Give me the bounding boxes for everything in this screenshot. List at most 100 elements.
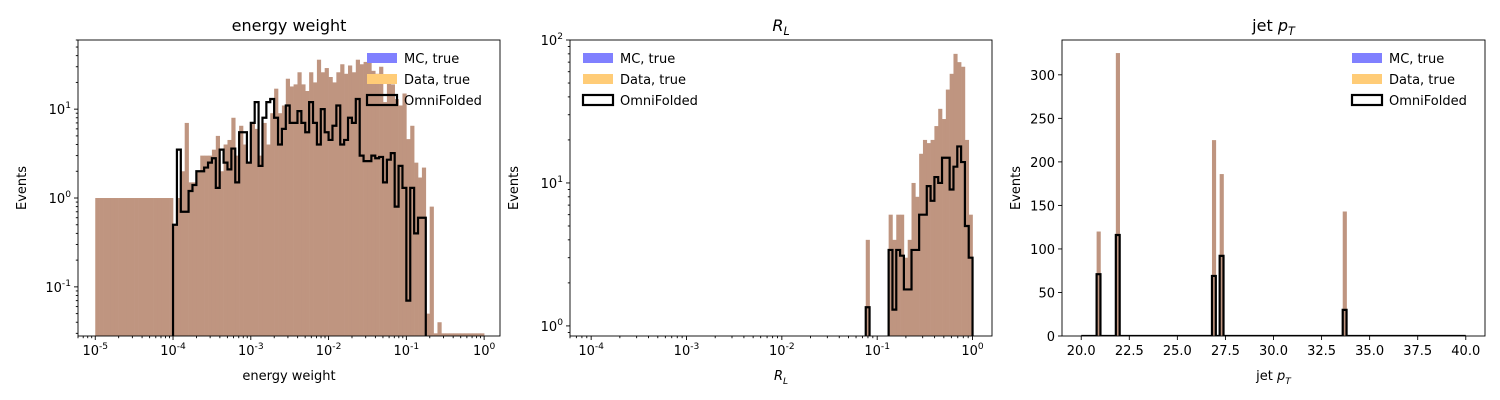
x-axis-label: RL [774,369,788,387]
bar-data-true-51 [293,84,298,336]
legend-label: MC, true [404,52,459,67]
bar-data-true-27 [200,155,205,336]
chart-title: RL [772,16,789,38]
bar-data-true-89 [930,139,935,336]
bar-data-true-48 [281,105,287,336]
plot-area [95,55,485,336]
y-tick-label: 200 [1030,156,1055,171]
bar-data-true-56 [313,82,318,336]
bar-data-true-11 [138,198,143,336]
y-tick-label: 150 [1030,199,1055,214]
bar-data-true-90 [934,126,939,336]
x-axis-label: jet pT [1255,369,1292,387]
bar-data-true-73 [379,66,384,336]
y-tick-label: 10-1 [45,279,71,296]
bar-data-true-6 [118,198,123,336]
x-tick-label: 100 [473,342,496,359]
bar-data-true-94 [949,73,954,336]
bar-data-true-39 [246,162,252,336]
bar-data-true-25 [192,182,197,336]
legend-swatch-omnifolded [1350,93,1384,107]
legend-swatch-mc [367,53,397,63]
legend-label: OmniFolded [404,94,482,109]
bar-data-true-84 [421,167,427,336]
bar-data-true-9 [1115,53,1120,336]
y-tick-label: 100 [541,318,564,335]
bar-data-true-77 [394,99,399,336]
bar-data-true-24 [188,182,193,336]
bar-data-true-70 [367,55,372,336]
bar-data-true-81 [410,125,415,336]
bar-data-true-67 [355,59,360,336]
chart-panel-1: 10-5 10-4 10-3 10-2 10-1 100 energy weight 10-1… [15,16,501,384]
bar-data-true-5 [114,198,119,336]
bar-data-true-59 [324,68,329,336]
bar-data-true-97 [961,66,966,336]
bar-data-true-96 [468,333,473,336]
bar-data-true-7 [122,198,127,336]
bar-data-true-41 [254,128,259,336]
bar-data-true-32 [219,171,224,336]
bar-data-true-40 [250,122,255,336]
bar-data-true-16 [157,198,162,336]
bar-data-true-0 [95,198,100,336]
bar-data-true-99 [480,333,485,336]
bar-data-true-45 [270,113,275,336]
bar-data-true-13 [145,198,150,336]
y-axis: 10-1 100 101 [45,39,78,334]
bar-data-true-10 [134,198,139,336]
x-tick-label: 27.5 [1211,344,1240,359]
x-tick-label: 10-2 [316,342,342,359]
bar-data-true-1 [99,198,104,336]
omnifolded-step-line [864,145,974,336]
legend-swatch-data [583,74,613,84]
bar-data-true-95 [953,53,958,336]
bar-data-true-30 [211,149,217,336]
bar-data-true-92 [453,333,458,336]
bar-data-true-12 [141,198,147,336]
axes-frame [77,39,501,337]
bar-data-true-18 [165,198,170,336]
bar-data-true-88 [926,143,931,336]
bar-data-true-23 [184,122,189,336]
bar-data-true-15 [153,198,158,336]
legend-swatch-data [1352,74,1382,84]
y-tick-label: 100 [49,190,72,207]
y-axis: 100 101 102 [541,32,570,335]
bar-data-true-34 [1211,140,1217,336]
bar-data-true-60 [328,77,333,336]
x-tick-label: 10-4 [160,342,186,359]
chart-panel-3: 20.0 22.5 25.0 27.5 30.0 32.5 35.0 37.5 40.0 jet … [1009,16,1486,387]
legend-swatch-mc [583,53,613,63]
x-tick-label: 35.0 [1355,344,1384,359]
y-tick-label: 250 [1030,112,1055,127]
bar-data-true-76 [390,84,395,336]
legend-swatch-omnifolded [365,93,399,107]
bar-data-true-88 [437,322,442,336]
bar-data-true-72 [375,73,380,336]
x-tick-label: 25.0 [1163,344,1192,359]
bar-data-true-87 [433,333,438,336]
x-axis: 20.0 22.5 25.0 27.5 30.0 32.5 35.0 37.5 40.0 [1067,336,1480,359]
bar-data-true-72 [865,239,870,336]
y-axis-label: Events [15,166,30,210]
bar-data-true-66 [351,72,357,336]
bar-data-true-80 [406,139,411,336]
bar-data-true-82 [903,257,909,336]
bar-data-true-64 [344,73,349,336]
y-axis-label: Events [507,166,522,210]
bar-data-true-42 [258,155,263,336]
bar-data-true-4 [110,198,115,336]
y-tick-label: 102 [541,32,563,49]
legend-swatch-data [367,74,397,84]
x-axis-label: energy weight [242,369,335,384]
bar-data-true-98 [476,333,481,336]
bar-data-true-36 [235,155,240,336]
bar-data-true-65 [348,65,353,336]
bar-data-true-78 [888,214,893,336]
bar-data-true-34 [227,139,232,336]
bar-data-true-49 [285,78,290,336]
bar-data-true-71 [371,70,376,336]
x-axis: 10-5 10-4 10-3 10-2 10-1 100 [77,336,496,359]
